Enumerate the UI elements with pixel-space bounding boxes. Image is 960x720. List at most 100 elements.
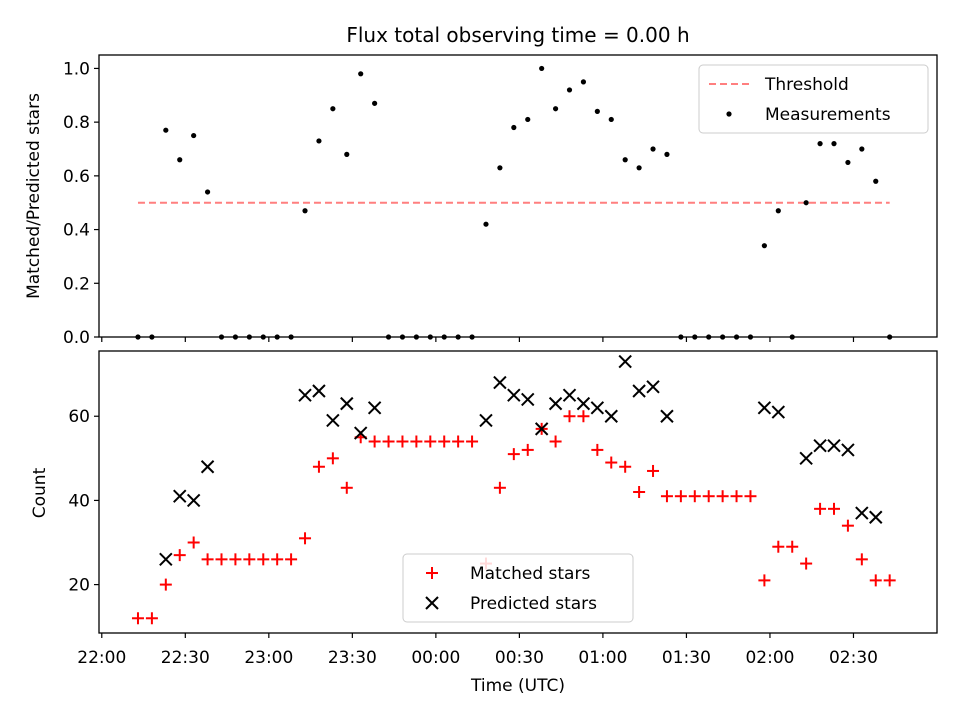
count-x-tick-label: 02:30 [829,648,878,668]
matched-star-point [660,490,673,503]
predicted-star-point [173,489,187,503]
measurement-point [831,141,837,147]
matched-star-point [841,519,854,532]
matched-star-point [382,435,395,448]
ratio-y-tick-label: 0.4 [63,221,90,241]
count-x-tick-label: 01:00 [578,648,627,668]
count-legend: Matched stars Predicted stars [402,553,634,623]
matched-star-point [800,557,813,570]
x-axis-label: Time (UTC) [470,676,565,696]
predicted-star-point [298,388,312,402]
count-x-tick-label: 00:00 [411,648,460,668]
matched-stars-layer [131,410,896,625]
predicted-star-point [507,388,521,402]
ratio-y-tick-label: 0.6 [63,167,90,187]
ratio-x-ticks [101,337,855,342]
count-x-axis: 22:00 22:30 23:00 23:30 00:00 00:30 01:00 01:30… [77,633,878,668]
measurement-point [664,151,670,157]
count-y-tick-label: 60 [68,407,90,427]
predicted-star-point [855,506,869,520]
measurement-point [316,138,322,144]
matched-star-point [549,435,562,448]
measurement-point [803,200,809,206]
matched-star-point [257,553,270,566]
predicted-star-point [159,552,173,567]
matched-star-point [299,532,312,545]
measurement-point [525,116,531,123]
matched-star-point [215,553,228,566]
matched-star-point [591,443,604,456]
matched-star-point [563,410,576,423]
count-x-tick-label: 22:00 [77,648,126,668]
ratio-y-tick-label: 0.2 [63,274,90,294]
measurement-point [204,189,211,195]
legend-predicted-label: Predicted stars [470,594,597,614]
matched-star-point [772,540,785,553]
predicted-star-point [646,380,660,394]
predicted-star-point [353,426,368,440]
legend-predicted-swatch [425,596,439,610]
matched-star-point [312,460,325,473]
legend-measurements-label: Measurements [765,105,891,125]
measurement-point [163,127,169,133]
matched-star-point [326,452,339,465]
measurement-point [497,165,503,171]
matched-star-point [271,553,284,566]
matched-star-point [340,481,353,494]
measurement-point [302,208,308,214]
matched-star-point [786,540,799,553]
matched-star-point [869,574,882,587]
measurement-point [817,141,823,147]
matched-star-point [145,612,158,625]
ratio-panel: Flux total observing time = 0.00 h 0.00.… [24,23,938,348]
matched-star-point [647,464,660,477]
count-x-tick-label: 23:30 [328,648,377,668]
matched-star-point [285,553,298,566]
count-panel: 20 40 60 22:00 22:30 23:00 23:30 00:00 00:30 01:… [30,350,938,696]
matched-star-point [674,490,687,503]
matched-star-point [243,553,256,566]
predicted-star-point [841,443,855,457]
predicted-star-point [869,510,883,524]
legend-matched-label: Matched stars [470,564,590,584]
matched-star-point [229,553,242,566]
matched-star-point [605,456,618,469]
matched-star-point [159,578,172,591]
measurement-point [594,108,600,114]
ratio-y-tick-label: 1.0 [63,59,90,79]
predicted-star-point [326,413,340,428]
count-y-tick-label: 40 [68,491,90,511]
matched-star-point [493,481,506,494]
measurement-point [372,100,378,106]
matched-star-point [827,502,840,515]
measurement-point [622,157,628,163]
predicted-star-point [632,384,646,398]
predicted-star-point [548,396,563,411]
matched-star-point [730,490,743,503]
predicted-star-point [312,384,326,398]
predicted-star-point [340,396,354,411]
ratio-y-axis: 0.0 0.2 0.4 0.6 0.8 1.0 [63,59,99,348]
predicted-star-point [367,401,382,415]
predicted-star-point [479,413,493,428]
matched-star-point [368,435,381,448]
predicted-star-point [757,401,772,415]
matched-star-point [633,486,646,498]
legend-threshold-label: Threshold [764,75,849,95]
matched-star-point [619,460,632,473]
predicted-star-point [562,388,577,402]
matched-star-point [716,490,729,503]
measurement-point [873,178,879,184]
matched-star-point [424,435,437,448]
predicted-star-point [534,422,549,436]
predicted-star-point [618,354,632,369]
matched-star-point [577,410,590,423]
measurement-point [761,243,767,249]
predicted-star-point [813,438,827,453]
predicted-star-point [186,493,201,508]
measurement-point [650,146,656,152]
matched-star-point [688,490,701,503]
predicted-star-point [660,409,674,423]
matched-star-point [187,536,200,549]
predicted-stars-layer [159,354,883,567]
